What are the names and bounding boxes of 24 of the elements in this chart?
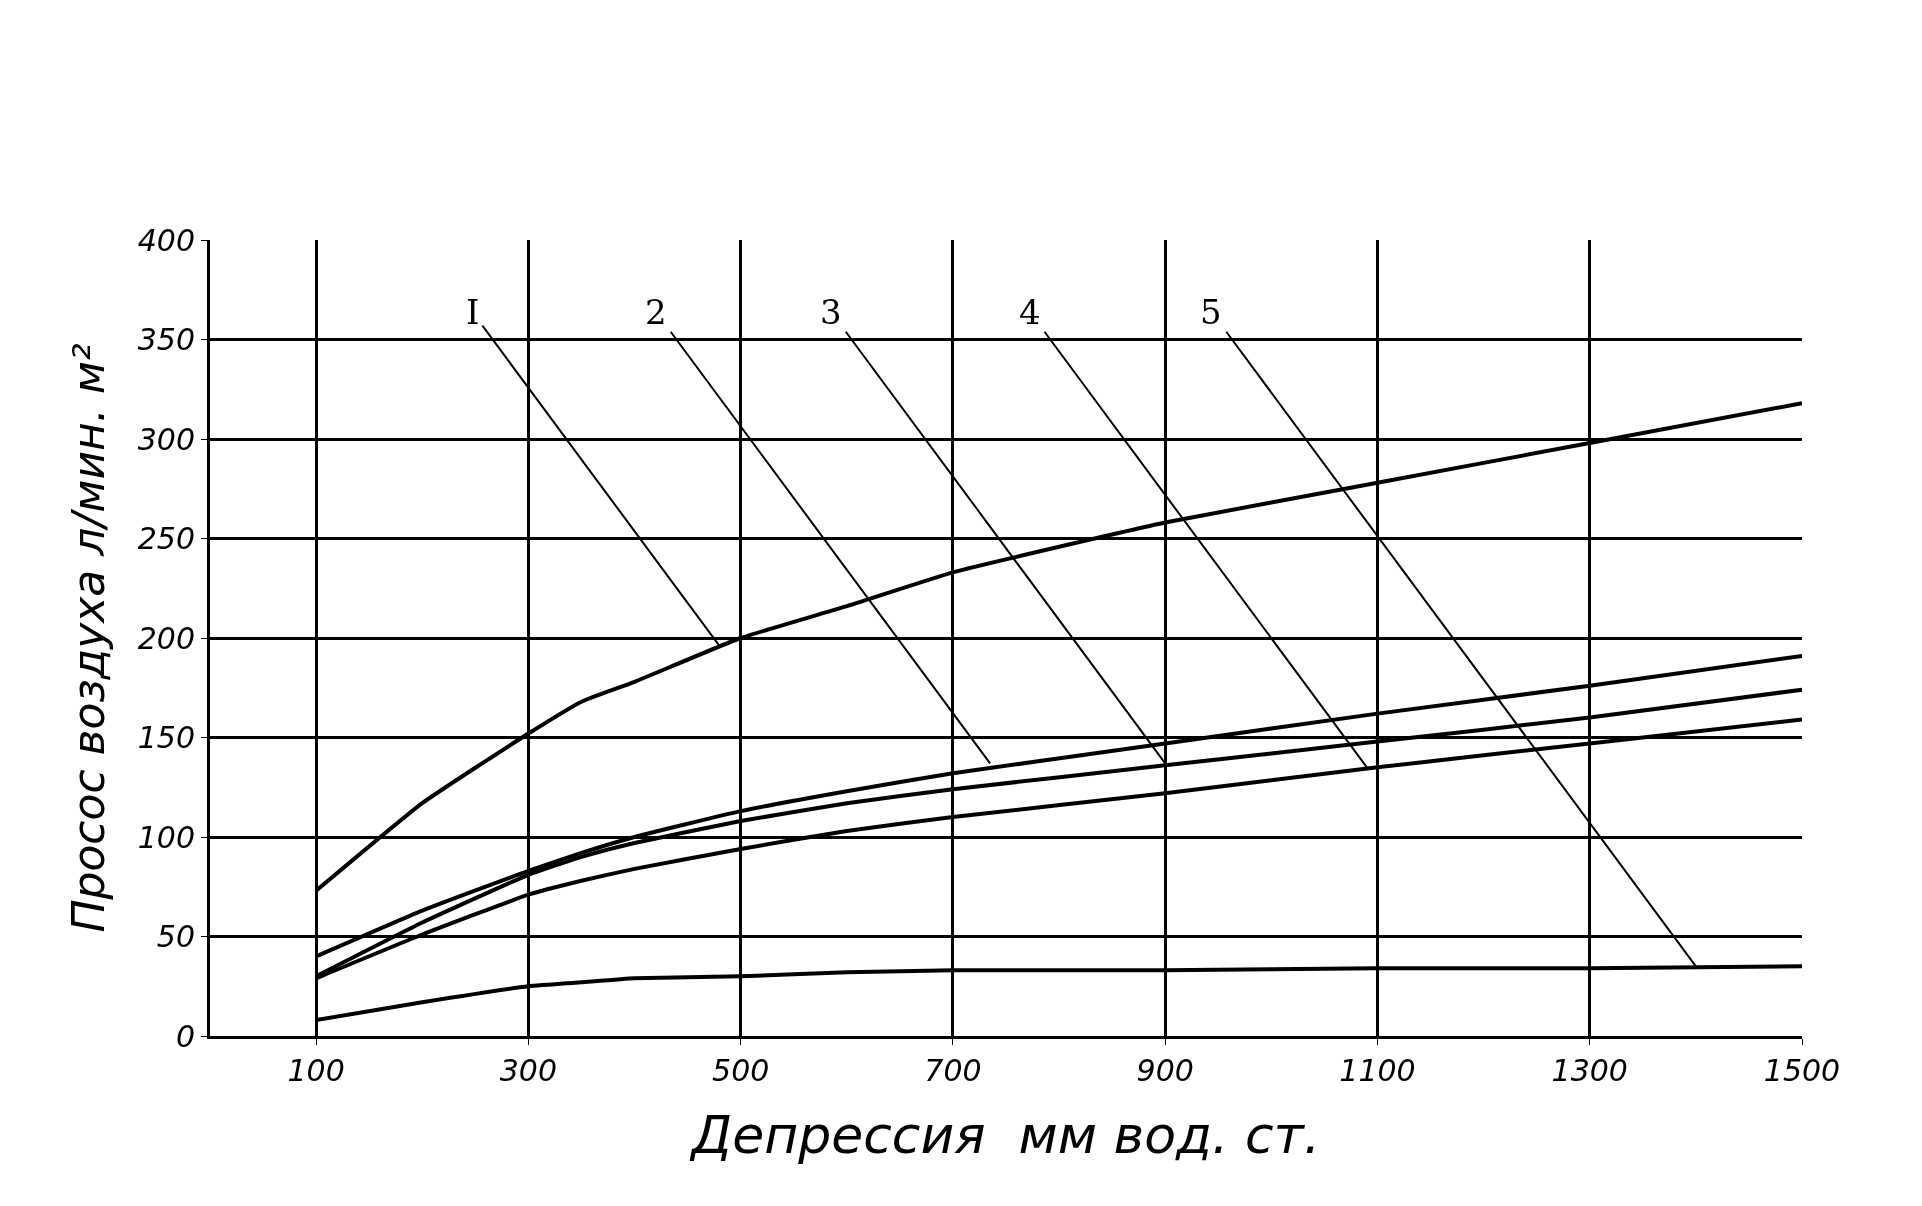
y-tick-label: 50 — [156, 919, 195, 954]
x-tick-label: 500 — [712, 1053, 770, 1088]
annotation: 5 — [1200, 292, 1222, 332]
x-tick-label: 1100 — [1339, 1053, 1416, 1088]
x-tick-label: 1300 — [1551, 1053, 1628, 1088]
annotation: 4 — [1019, 292, 1041, 332]
annotation: I — [466, 292, 480, 332]
y-tick-label: 400 — [137, 222, 195, 258]
y-tick-label: 350 — [137, 322, 195, 357]
x-tick-label: 1500 — [1763, 1053, 1841, 1088]
y-tick-label: 0 — [175, 1018, 195, 1054]
y-tick-label: 150 — [137, 720, 195, 755]
y-tick-label: 200 — [137, 620, 195, 656]
annotation: 3 — [820, 292, 842, 332]
y-tick-label: 250 — [137, 521, 195, 556]
y-axis-title: Просос воздуха л/мин. м² — [62, 343, 114, 933]
y-tick-label: 100 — [137, 819, 195, 855]
x-tick-label: 700 — [924, 1053, 982, 1088]
x-tick-label: 900 — [1136, 1053, 1194, 1088]
x-axis-title: Депрессия мм вод. ст. — [689, 1104, 1321, 1165]
annotation: 2 — [645, 292, 667, 332]
x-tick-label: 300 — [499, 1053, 558, 1088]
x-tick-label: 100 — [287, 1053, 345, 1088]
y-tick-label: 300 — [137, 421, 195, 457]
